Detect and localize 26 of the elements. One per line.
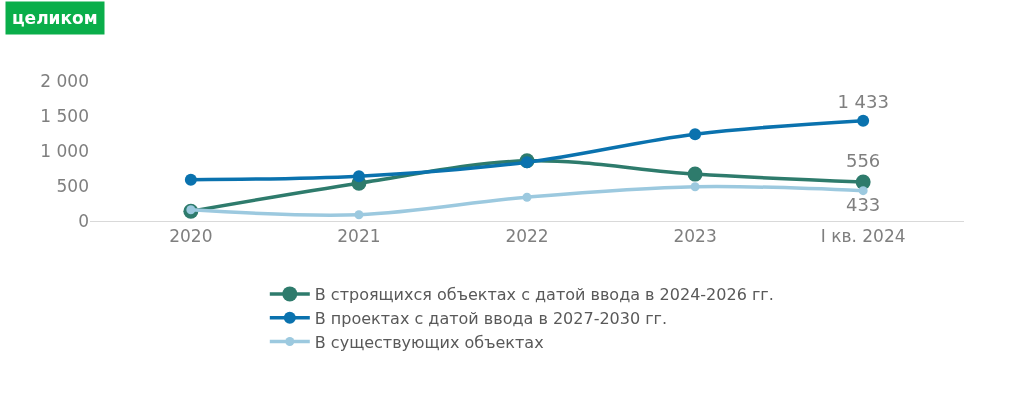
data-label: 433 xyxy=(845,193,881,215)
y-tick-label: 0 xyxy=(78,210,89,231)
legend-label: В проектах с датой ввода в 2027-2030 гг. xyxy=(314,308,668,328)
x-tick-label: 2022 xyxy=(505,226,549,247)
point xyxy=(687,166,703,182)
point xyxy=(352,170,365,183)
point xyxy=(689,128,702,141)
x-tick-label: 2020 xyxy=(169,226,213,247)
point xyxy=(354,210,364,220)
x-tick-label: I кв. 2024 xyxy=(820,226,906,247)
x-tick-label: 2023 xyxy=(673,226,717,247)
text: целиком xyxy=(12,8,98,28)
data-label: 556 xyxy=(845,150,881,172)
point xyxy=(858,186,868,196)
y-tick-label: 500 xyxy=(56,175,89,196)
y-tick-label: 1 500 xyxy=(40,105,89,126)
y-tick-label: 1 000 xyxy=(40,140,89,161)
point xyxy=(857,114,870,127)
point xyxy=(184,173,197,186)
y-tick-label: 2 000 xyxy=(40,70,89,91)
data-label: 1 433 xyxy=(837,90,889,112)
x-tick-label: 2021 xyxy=(337,226,381,247)
point xyxy=(522,192,532,202)
legend-label: В существующих объектах xyxy=(314,332,544,352)
point xyxy=(690,182,700,192)
legend-label: В строящихся объектах с датой ввода в 2024-2026 гг. xyxy=(314,285,774,305)
